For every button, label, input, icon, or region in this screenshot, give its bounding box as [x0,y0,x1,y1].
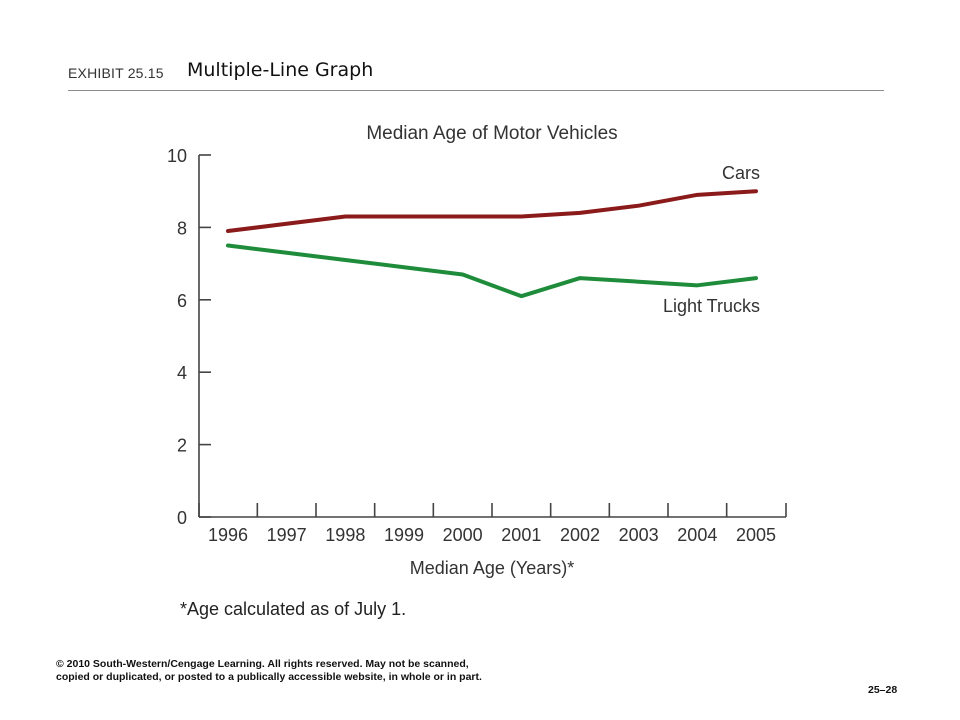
copyright-notice: © 2010 South-Western/Cengage Learning. A… [56,658,482,683]
x-tick-label: 2002 [560,525,600,545]
x-tick-label: 1996 [208,525,248,545]
x-tick-label: 2005 [736,525,776,545]
exhibit-label: EXHIBIT 25.15 [68,65,164,81]
x-tick-label: 2000 [443,525,483,545]
x-tick-label: 2001 [501,525,541,545]
line-chart: Median Age of Motor Vehicles 0 2 4 6 8 10 1996… [167,123,787,619]
x-axis-label: Median Age (Years)* [410,558,574,578]
y-tick-label: 0 [177,508,187,528]
x-tick-label: 1999 [384,525,424,545]
y-tick-label: 8 [177,218,187,238]
x-tick-label: 2003 [619,525,659,545]
x-tick-label: 1997 [267,525,307,545]
slide-number: 25–28 [868,684,898,696]
exhibit-title: Multiple-Line Graph [187,59,374,81]
y-tick-label: 10 [167,146,187,166]
y-tick-label: 4 [177,363,187,383]
chart-axes: 0 2 4 6 8 10 1996 1997 1998 1999 2000 2001 2002 2003 2… [167,146,787,545]
series-line-light-trucks [226,243,758,299]
series-line-cars [226,189,758,234]
series-label-cars: Cars [722,163,760,183]
y-tick-label: 6 [177,291,187,311]
x-tick-label: 2004 [677,525,717,545]
chart-series: Cars Light Trucks [226,163,760,316]
series-label-light-trucks: Light Trucks [663,296,760,316]
chart-title: Median Age of Motor Vehicles [366,123,617,144]
exhibit-header: EXHIBIT 25.15 Multiple-Line Graph [68,58,884,91]
y-tick-label: 2 [177,436,187,456]
x-tick-label: 1998 [325,525,365,545]
chart-footnote: *Age calculated as of July 1. [180,599,406,619]
